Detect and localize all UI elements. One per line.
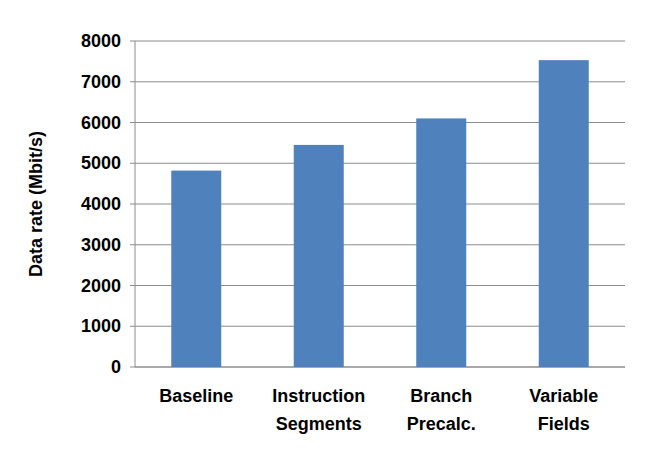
- y-tick-label: 8000: [81, 31, 121, 51]
- bar: [539, 60, 589, 367]
- x-tick-label-line: Precalc.: [407, 414, 476, 434]
- y-tick-label: 4000: [81, 194, 121, 214]
- x-tick-label-line: Baseline: [159, 386, 233, 406]
- x-tick-label-line: Variable: [529, 386, 598, 406]
- y-axis-line: [135, 41, 136, 367]
- x-tick-label-line: Instruction: [272, 386, 365, 406]
- y-axis-title: Data rate (Mbit/s): [26, 131, 46, 277]
- x-tick-label-line: Fields: [538, 414, 590, 434]
- x-tick-label: Baseline: [159, 386, 233, 406]
- x-tick-label: Branch Precalc.: [407, 386, 476, 434]
- grid-line: [130, 41, 625, 42]
- bars: [171, 60, 589, 367]
- bar: [416, 118, 466, 367]
- y-tick-label: 7000: [81, 72, 121, 92]
- bar: [171, 171, 221, 367]
- y-tick-label: 6000: [81, 113, 121, 133]
- y-tick-label: 3000: [81, 235, 121, 255]
- y-tick-label: 2000: [81, 276, 121, 296]
- chart: 0 1000 2000 3000 4000 5000 6000 7000 8000 Baselin…: [0, 0, 650, 461]
- y-tick-label: 1000: [81, 316, 121, 336]
- x-tick-label-line: Branch: [410, 386, 472, 406]
- x-tick-label: Variable Fields: [529, 386, 598, 434]
- x-tick-label-line: Segments: [276, 414, 362, 434]
- x-tick-label: Instruction Segments: [272, 386, 365, 434]
- bar: [294, 145, 344, 367]
- y-tick-label: 0: [111, 357, 121, 377]
- y-tick-label: 5000: [81, 153, 121, 173]
